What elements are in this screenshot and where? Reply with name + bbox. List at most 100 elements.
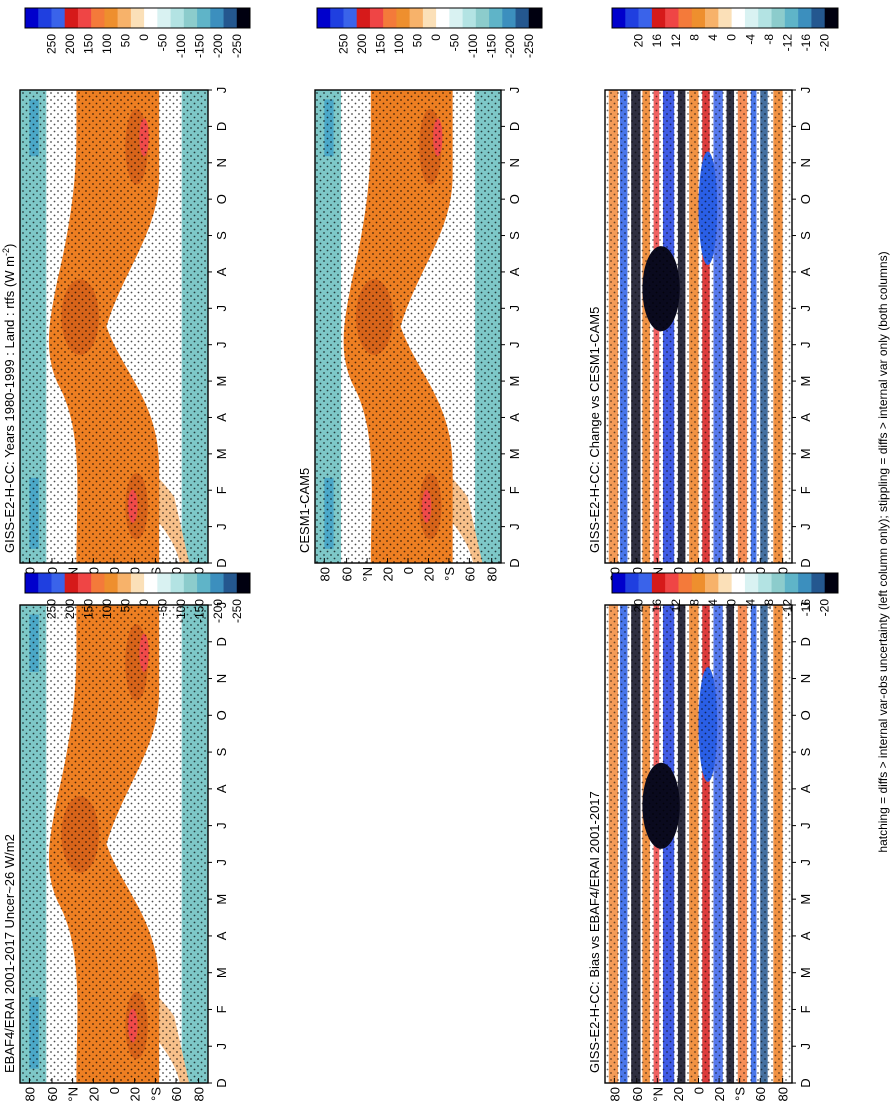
panel-title: EBAF4/ERAI 2001-2017 Uncer~26 W/m2 <box>2 834 17 1073</box>
colorbar-label: 12 <box>669 34 683 48</box>
colorbar-swatch <box>91 8 105 28</box>
stippling <box>20 90 208 563</box>
colorbar-swatch <box>157 8 171 28</box>
colorbar-label: 250 <box>44 599 58 619</box>
colorbar-swatch <box>117 573 132 593</box>
colorbar-swatch <box>625 8 639 28</box>
month-tick-label: N <box>798 158 813 167</box>
colorbar-swatch <box>771 573 786 593</box>
month-tick-label: D <box>798 1078 813 1087</box>
colorbar-label: 16 <box>650 34 664 48</box>
colorbar: 20 16 12 8 4 0 -4 -8 -12 -16 -20 <box>611 572 839 617</box>
month-tick-label: J <box>507 87 522 94</box>
colorbar-label: 100 <box>392 34 406 54</box>
colorbar-label: -50 <box>448 34 462 52</box>
lat-tick-label: °S <box>148 1087 163 1101</box>
lat-tick-label: 60 <box>630 1087 645 1101</box>
colorbar-label: 250 <box>336 34 350 54</box>
colorbar-swatch <box>223 573 238 593</box>
colorbar-label: -250 <box>522 34 536 58</box>
colorbar-swatch <box>104 8 118 28</box>
month-tick-label: J <box>798 305 813 312</box>
colorbar-label: -200 <box>503 34 517 58</box>
month-tick-label: F <box>214 486 229 494</box>
colorbar-label: 12 <box>669 599 683 613</box>
colorbar-swatch <box>157 573 171 593</box>
month-tick-label: M <box>214 967 229 978</box>
colorbar-label: -12 <box>780 599 794 617</box>
month-tick-label: D <box>798 637 813 646</box>
colorbar-swatch <box>612 8 626 28</box>
month-tick-label: M <box>798 894 813 905</box>
colorbar-swatch <box>130 573 145 593</box>
colorbar-swatch <box>784 573 799 593</box>
stippling <box>605 90 792 563</box>
colorbar-label: -150 <box>193 599 207 623</box>
heatmap-contours <box>315 90 501 563</box>
month-tick-label: F <box>798 1005 813 1013</box>
colorbar-swatch <box>798 8 812 28</box>
colorbar-label: -16 <box>799 599 813 617</box>
colorbar-swatch <box>731 573 746 593</box>
colorbar-label: -8 <box>762 599 776 610</box>
lat-tick-label: 80 <box>192 1087 207 1101</box>
month-tick-label: D <box>798 122 813 131</box>
colorbar-swatch <box>223 8 238 28</box>
colorbar-swatch <box>798 573 812 593</box>
colorbar-swatch <box>91 573 105 593</box>
heatmap-contours <box>605 605 792 1083</box>
colorbar-frame <box>611 572 839 594</box>
stippling <box>605 605 792 1083</box>
panel-title: GISS-E2-H-CC: Bias vs EBAF4/ERAI 2001-20… <box>587 791 602 1073</box>
title-text: GISS-E2-H-CC: Bias vs EBAF4/ERAI 2001-20… <box>587 791 602 1073</box>
colorbar-swatch <box>528 8 543 28</box>
colorbar-swatch <box>811 573 826 593</box>
stippling <box>20 605 208 1083</box>
lat-tick-label: 20 <box>86 1087 101 1101</box>
colorbar-swatch <box>343 8 358 28</box>
colorbar-label: -50 <box>156 599 170 617</box>
colorbar-label: 50 <box>119 599 133 613</box>
colorbar-swatch <box>705 573 719 593</box>
colorbar-label: 0 <box>725 34 739 41</box>
colorbar-swatch <box>130 8 145 28</box>
month-tick-label: D <box>507 558 522 567</box>
colorbar-swatch <box>117 8 132 28</box>
month-tick-label: J <box>798 523 813 530</box>
month-tick-label: J <box>214 602 229 609</box>
month-tick-label: O <box>214 710 229 720</box>
colorbar-swatch <box>625 573 639 593</box>
colorbar-swatch <box>183 8 198 28</box>
colorbar-swatch <box>744 8 759 28</box>
colorbar-label: -250 <box>230 599 244 623</box>
colorbar: 250 200 150 100 50 0 -50 -100 -150 -200 -250 <box>316 7 543 58</box>
month-tick-label: J <box>214 523 229 530</box>
month-tick-label: J <box>214 341 229 348</box>
colorbar-swatch <box>718 8 732 28</box>
colorbar-swatch <box>811 8 826 28</box>
colorbar-swatch <box>651 8 666 28</box>
colorbar-frame <box>24 572 251 594</box>
month-tick-label: A <box>214 267 229 276</box>
colorbar-swatch <box>144 8 158 28</box>
colorbar-swatch <box>330 8 344 28</box>
colorbar-label: 50 <box>119 34 133 48</box>
month-tick-label: A <box>214 413 229 422</box>
colorbar-label: -150 <box>485 34 499 58</box>
month-tick-label: J <box>507 341 522 348</box>
colorbar-label: 0 <box>429 34 443 41</box>
title-text: CESM1-CAM5 <box>297 468 312 553</box>
lat-tick-label: 80 <box>485 567 500 581</box>
colorbar-swatch <box>651 573 666 593</box>
lat-tick-label: 60 <box>340 567 355 581</box>
colorbar-swatch <box>51 573 66 593</box>
colorbar-swatch <box>824 8 839 28</box>
month-tick-label: M <box>798 376 813 387</box>
lat-tick-label: 60 <box>753 1087 768 1101</box>
panels-layer: 8060°N20020°S6080DJFMAMJJASONDJGISS-E2-H… <box>1 7 839 1102</box>
month-tick-label: J <box>798 341 813 348</box>
month-tick-label: O <box>798 194 813 204</box>
heatmap-contours <box>605 90 792 563</box>
colorbar-label: 16 <box>650 599 664 613</box>
